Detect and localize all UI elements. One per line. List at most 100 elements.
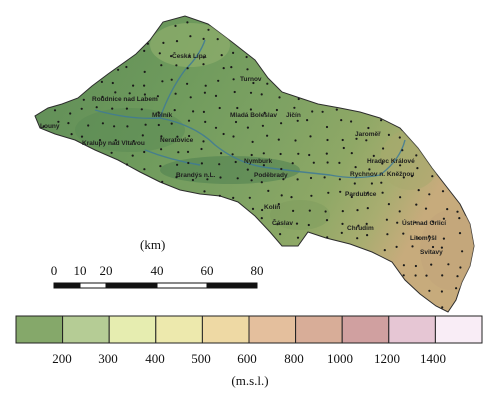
station-dot [370, 182, 373, 185]
scale-segment [79, 282, 107, 289]
legend-labels: 200 300 400 500 600 800 1000 1200 1400 (… [52, 351, 446, 388]
station-dot [440, 246, 443, 249]
station-dot [441, 306, 444, 309]
station-dot [186, 67, 189, 70]
station-dot [188, 54, 191, 58]
station-dot [140, 108, 143, 111]
town-label: Louny [40, 123, 60, 130]
station-dot [233, 90, 236, 94]
scale-unit-label: (km) [140, 237, 165, 252]
station-dot [126, 125, 129, 128]
station-dot [447, 263, 450, 266]
station-dot [402, 264, 405, 267]
station-dot [417, 237, 420, 240]
station-dot [387, 203, 390, 206]
station-dot [383, 249, 386, 252]
station-dot [216, 38, 219, 41]
legend-swatch [15, 315, 64, 344]
station-dot [100, 80, 103, 83]
town-label: Jičín [286, 112, 301, 119]
station-dot [459, 266, 462, 269]
station-dot [326, 161, 329, 164]
station-dot [160, 135, 163, 138]
town-label: Neratovice [160, 137, 194, 144]
station-dot [342, 146, 345, 150]
station-dot [251, 207, 255, 210]
station-dot [307, 223, 310, 227]
station-dot [398, 210, 401, 213]
town-label: Brandýs n.L. [176, 172, 216, 179]
station-dot [386, 233, 389, 236]
station-dot [207, 28, 210, 31]
town-label: Mělník [152, 112, 173, 119]
station-dot [173, 109, 176, 112]
legend-swatch [248, 315, 297, 344]
station-dot [202, 140, 205, 143]
scale-tick-label: 10 [74, 263, 87, 278]
station-dot [399, 196, 402, 199]
station-dot [350, 152, 353, 155]
station-dot [162, 41, 165, 45]
station-dot [402, 232, 405, 235]
station-dot [398, 136, 401, 139]
station-dot [232, 51, 235, 55]
town-label: Česká Lípa [172, 51, 207, 60]
station-dot [291, 162, 294, 165]
station-dot [202, 110, 205, 113]
station-dot [297, 152, 300, 155]
station-dot [387, 133, 390, 136]
station-dot [218, 194, 221, 197]
legend-swatch [201, 315, 250, 344]
station-dot [141, 134, 144, 137]
station-dot [114, 91, 117, 94]
legend-swatch [108, 315, 157, 344]
station-dot [232, 135, 235, 138]
station-dot [217, 79, 220, 82]
station-dot [297, 97, 300, 101]
town-label: Rychnov n. Kněžnou [350, 171, 414, 178]
station-dot [442, 217, 445, 220]
station-dot [382, 147, 385, 150]
station-dot [440, 290, 443, 293]
town-label: Jaroměř [355, 131, 381, 138]
station-dot [220, 54, 223, 57]
station-dot [341, 138, 344, 142]
station-dot [203, 190, 206, 193]
station-dot [202, 37, 205, 41]
station-dot [410, 175, 414, 178]
station-dot [101, 95, 104, 98]
station-dot [282, 178, 285, 181]
station-dot [249, 91, 253, 94]
station-dot [267, 189, 270, 192]
station-dot [296, 119, 299, 122]
station-dot [143, 70, 146, 73]
station-dot [354, 166, 357, 169]
station-dot [381, 162, 384, 165]
legend-swatch [62, 315, 110, 344]
station-dot [335, 108, 338, 111]
legend-label: 600 [237, 351, 257, 366]
station-dot [67, 122, 70, 125]
station-dot [279, 152, 282, 156]
station-dot [414, 221, 417, 224]
legend-unit-label: (m.s.l.) [231, 373, 268, 388]
station-dot [415, 203, 418, 206]
station-dot [395, 245, 398, 248]
station-dot [143, 84, 146, 87]
station-dot [402, 274, 405, 277]
station-dot [80, 107, 83, 110]
station-dot [117, 68, 120, 71]
station-dot [402, 176, 405, 179]
station-dot [428, 235, 431, 238]
station-dot [170, 55, 173, 58]
station-dot [70, 133, 73, 136]
legend-swatch [434, 315, 483, 344]
station-dot [114, 139, 117, 142]
station-dot [280, 122, 283, 125]
station-dot [157, 123, 160, 127]
station-dot [366, 191, 369, 194]
station-dot [417, 189, 420, 192]
station-dot [326, 236, 329, 239]
town-label: Litomyšl [410, 235, 437, 242]
station-dot [260, 181, 263, 184]
